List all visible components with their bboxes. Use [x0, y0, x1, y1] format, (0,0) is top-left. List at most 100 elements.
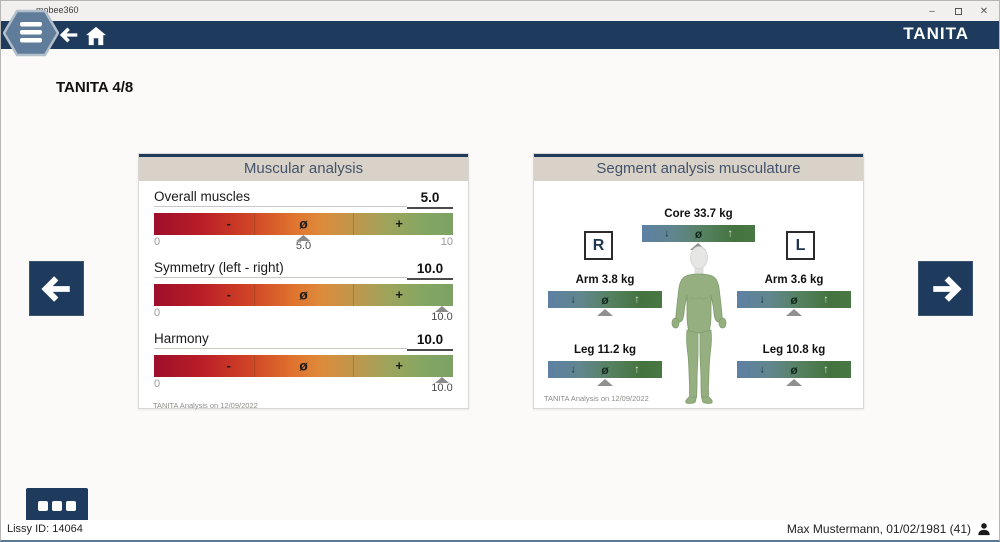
up-arrow-icon: ↑ [634, 363, 640, 375]
segment-analysis-panel: Segment analysis musculature Core 33.7 k… [533, 153, 864, 409]
minimize-button[interactable]: – [919, 2, 945, 20]
metric-value: 10.0 [407, 261, 453, 280]
marker-triangle-icon [435, 306, 449, 312]
title-bar: mobee360 – ✕ [1, 1, 999, 21]
content-area: TANITA 4/8 Muscular analysis Overall mus… [1, 49, 999, 523]
up-arrow-icon: ↑ [634, 293, 640, 305]
nav-bar: TANITA [1, 21, 999, 49]
status-bar: Lissy ID: 14064 Max Mustermann, 01/02/19… [1, 520, 999, 540]
metric-row-symmetry: Symmetry (left - right) 10.0 [154, 259, 453, 280]
more-options-icon [38, 500, 48, 511]
down-arrow-icon: ↓ [570, 293, 576, 305]
previous-page-button[interactable] [29, 261, 84, 316]
gauge-bar-overall-muscles: - ø + [154, 213, 453, 235]
user-area: Max Mustermann, 01/02/1981 (41) [787, 522, 991, 536]
average-symbol: ø [601, 362, 609, 377]
arm-right-label: Arm 3.8 kg [575, 274, 635, 286]
person-icon [978, 523, 990, 536]
arm-right-bar: ↓ ø ↑ [548, 291, 662, 308]
close-button[interactable]: ✕ [971, 2, 997, 20]
up-arrow-icon: ↑ [727, 227, 733, 239]
menu-button[interactable] [3, 8, 59, 58]
average-symbol: ø [790, 292, 798, 307]
muscular-panel-title: Muscular analysis [139, 154, 468, 181]
muscular-analysis-panel: Muscular analysis Overall muscles 5.0 - … [138, 153, 469, 410]
minimize-icon: – [929, 5, 935, 17]
average-symbol: ø [299, 286, 308, 303]
marker-label: 5.0 [295, 240, 312, 252]
down-arrow-icon: ↓ [570, 363, 576, 375]
marker-label: 10.0 [431, 311, 453, 323]
leg-right-label: Leg 11.2 kg [573, 344, 636, 356]
metric-label: Symmetry (left - right) [154, 260, 284, 275]
arm-left-marker-triangle-icon [786, 309, 802, 316]
right-side-box: R [584, 231, 613, 260]
page-title: TANITA 4/8 [56, 79, 134, 96]
close-icon: ✕ [979, 5, 989, 17]
plus-symbol: + [395, 216, 403, 232]
minus-symbol: - [226, 358, 231, 374]
gauge-scale: 0 10 5.0 [154, 235, 453, 252]
value-marker: 5.0 [296, 235, 311, 252]
gauge-bar-symmetry: - ø + [154, 284, 453, 306]
right-arrow-icon [932, 275, 962, 302]
scale-min: 0 [154, 307, 161, 319]
metric-row-harmony: Harmony 10.0 [154, 330, 453, 351]
core-bar: ↓ ø ↑ [642, 225, 755, 242]
core-label: Core 33.7 kg [664, 208, 733, 220]
restore-button[interactable] [945, 2, 971, 20]
home-icon [86, 26, 106, 46]
scale-min: 0 [154, 378, 161, 390]
hamburger-icon [20, 22, 42, 43]
metric-row-overall-muscles: Overall muscles 5.0 [154, 188, 453, 209]
minus-symbol: - [226, 216, 231, 232]
average-symbol: ø [790, 362, 798, 377]
metric-label: Harmony [154, 331, 209, 346]
analysis-date-footer: TANITA Analysis on 12/09/2022 [544, 394, 649, 403]
arm-right-marker-triangle-icon [597, 309, 613, 316]
leg-left-label: Leg 10.8 kg [762, 344, 826, 356]
segment-panel-title: Segment analysis musculature [534, 154, 863, 181]
leg-left-marker-triangle-icon [786, 379, 802, 386]
down-arrow-icon: ↓ [664, 227, 670, 239]
value-marker: 10.0 [425, 306, 459, 323]
window-title: mobee360 [36, 5, 79, 15]
down-arrow-icon: ↓ [759, 363, 765, 375]
gauge-scale: 0 10.0 [154, 306, 453, 323]
back-button[interactable] [58, 25, 80, 45]
restore-icon [954, 7, 962, 15]
window-controls: – ✕ [919, 1, 997, 21]
back-arrow-icon [59, 27, 78, 43]
patient-id-label: Lissy ID: 14064 [7, 523, 83, 535]
average-symbol: ø [299, 215, 308, 232]
gauge-scale: 0 10.0 [154, 377, 453, 394]
home-button[interactable] [85, 26, 107, 46]
leg-right-bar: ↓ ø ↑ [548, 361, 662, 378]
average-symbol: ø [299, 357, 308, 374]
marker-triangle-icon [296, 235, 311, 241]
muscular-panel-body: Overall muscles 5.0 - ø + 0 10 5.0 [139, 188, 468, 415]
analysis-date-footer: TANITA Analysis on 12/09/2022 [153, 401, 258, 410]
value-marker: 10.0 [425, 377, 459, 394]
minus-symbol: - [226, 287, 231, 303]
next-page-button[interactable] [918, 261, 973, 316]
up-arrow-icon: ↑ [823, 293, 829, 305]
average-symbol: ø [601, 292, 609, 307]
gauge-bar-harmony: - ø + [154, 355, 453, 377]
arm-left-bar: ↓ ø ↑ [737, 291, 851, 308]
left-side-box: L [786, 231, 815, 260]
up-arrow-icon: ↑ [823, 363, 829, 375]
body-figure [671, 246, 727, 404]
average-symbol: ø [694, 226, 703, 241]
metric-label: Overall muscles [154, 189, 251, 204]
tanita-logo: TANITA [903, 24, 969, 43]
marker-label: 10.0 [431, 382, 453, 394]
segment-panel-body: Core 33.7 kg ↓ ø ↑ R L [534, 181, 863, 408]
leg-right-marker-triangle-icon [597, 379, 613, 386]
more-options-button[interactable] [26, 488, 88, 523]
leg-left-bar: ↓ ø ↑ [737, 361, 851, 378]
metric-value: 10.0 [407, 332, 453, 351]
user-profile-button[interactable] [977, 522, 991, 536]
scale-min: 0 [154, 236, 161, 248]
